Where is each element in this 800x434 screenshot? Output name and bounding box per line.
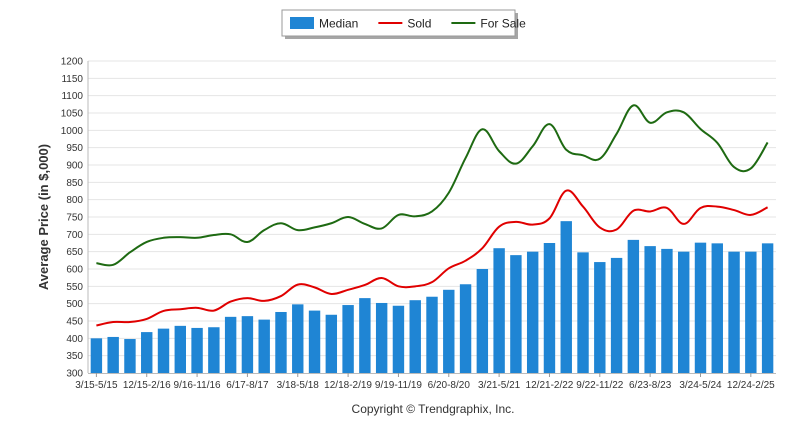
- median-bar: [627, 239, 640, 373]
- legend-label-sold: Sold: [407, 17, 431, 31]
- x-tick-label: 3/18-5/18: [277, 380, 320, 391]
- median-bar: [308, 310, 321, 373]
- x-tick-label: 9/22-11/22: [576, 380, 624, 391]
- x-tick-label: 12/24-2/25: [727, 380, 775, 391]
- median-bar: [208, 327, 220, 373]
- median-bar: [375, 302, 388, 373]
- y-tick-label: 300: [66, 369, 83, 380]
- legend-label-for-sale: For Sale: [480, 17, 526, 31]
- y-tick-label: 400: [66, 334, 83, 345]
- legend-swatch-median: [290, 17, 314, 29]
- median-bar: [224, 316, 237, 373]
- median-bar: [661, 248, 673, 373]
- y-tick-label: 600: [66, 265, 83, 276]
- x-axis-ticks: 3/15-5/15 12/15-2/16 9/16-11/16 6/17-8/17 3/…: [75, 373, 775, 391]
- y-tick-label: 1050: [61, 109, 84, 120]
- median-bar: [426, 296, 438, 373]
- x-tick-label: 9/19-11/19: [375, 380, 423, 391]
- median-bar: [476, 269, 489, 373]
- y-axis-label: Average Price (in $,000): [36, 144, 51, 290]
- median-bar: [275, 311, 287, 373]
- x-tick-label: 12/21-2/22: [526, 380, 574, 391]
- x-tick-label: 3/21-5/21: [478, 380, 521, 391]
- median-bar: [392, 305, 405, 373]
- median-bar: [761, 243, 774, 373]
- x-tick-label: 3/15-5/15: [75, 380, 118, 391]
- y-tick-label: 1150: [61, 74, 83, 85]
- y-tick-label: 350: [66, 351, 83, 362]
- y-tick-label: 650: [66, 247, 83, 258]
- median-bar: [409, 300, 421, 373]
- y-tick-label: 1200: [61, 57, 84, 68]
- median-bar: [577, 252, 589, 373]
- median-bar: [543, 243, 556, 373]
- x-tick-label: 3/24-5/24: [679, 380, 722, 391]
- y-tick-label: 850: [66, 178, 83, 189]
- median-bar: [141, 332, 153, 373]
- median-bar: [728, 251, 740, 373]
- median-bar: [510, 255, 522, 373]
- median-bar: [560, 221, 572, 373]
- median-bar: [610, 257, 623, 373]
- x-tick-label: 12/15-2/16: [123, 380, 171, 391]
- median-bar: [459, 284, 472, 373]
- median-bars: [90, 221, 774, 373]
- median-bar: [107, 336, 119, 373]
- median-bar: [644, 246, 656, 373]
- for-sale-line: [96, 104, 769, 267]
- grid: [88, 60, 776, 357]
- copyright-text: Copyright © Trendgraphix, Inc.: [352, 402, 515, 416]
- median-bar: [594, 262, 606, 373]
- y-tick-label: 800: [66, 195, 83, 206]
- y-tick-label: 550: [66, 282, 83, 293]
- median-bar: [124, 339, 136, 373]
- y-tick-label: 950: [66, 143, 83, 154]
- median-bar: [241, 316, 254, 373]
- x-tick-label: 6/20-8/20: [428, 380, 471, 391]
- median-bar: [493, 248, 505, 373]
- median-bar: [359, 298, 371, 373]
- y-tick-label: 700: [66, 230, 83, 241]
- median-bar: [678, 251, 690, 373]
- median-bar: [325, 314, 338, 373]
- median-bar: [174, 325, 186, 373]
- median-bar: [745, 251, 757, 373]
- y-tick-label: 1100: [61, 91, 83, 102]
- median-bar: [191, 327, 203, 373]
- y-axis-ticks: 300 350 400 450 500 550 600 650 700 750 800 850 900 9…: [61, 57, 84, 380]
- median-bar: [90, 338, 103, 373]
- y-tick-label: 450: [66, 317, 83, 328]
- y-tick-label: 750: [66, 213, 83, 224]
- y-tick-label: 1000: [61, 126, 84, 137]
- x-tick-label: 9/16-11/16: [174, 380, 222, 391]
- y-tick-label: 500: [66, 299, 83, 310]
- legend-label-median: Median: [319, 17, 358, 31]
- x-tick-label: 6/23-8/23: [629, 380, 672, 391]
- sold-line: [96, 189, 769, 327]
- y-tick-label: 900: [66, 161, 83, 172]
- x-tick-label: 12/18-2/19: [324, 380, 372, 391]
- x-tick-label: 6/17-8/17: [226, 380, 269, 391]
- series-lines: [96, 104, 769, 327]
- median-bar: [157, 328, 170, 373]
- median-bar: [258, 319, 270, 373]
- median-bar: [526, 251, 539, 373]
- median-bar: [443, 289, 455, 373]
- axes: [87, 61, 776, 374]
- median-bar: [292, 304, 304, 373]
- median-bar: [711, 243, 723, 373]
- median-bar: [342, 305, 354, 373]
- legend: Median Sold For Sale: [281, 9, 526, 39]
- median-bar: [694, 242, 707, 373]
